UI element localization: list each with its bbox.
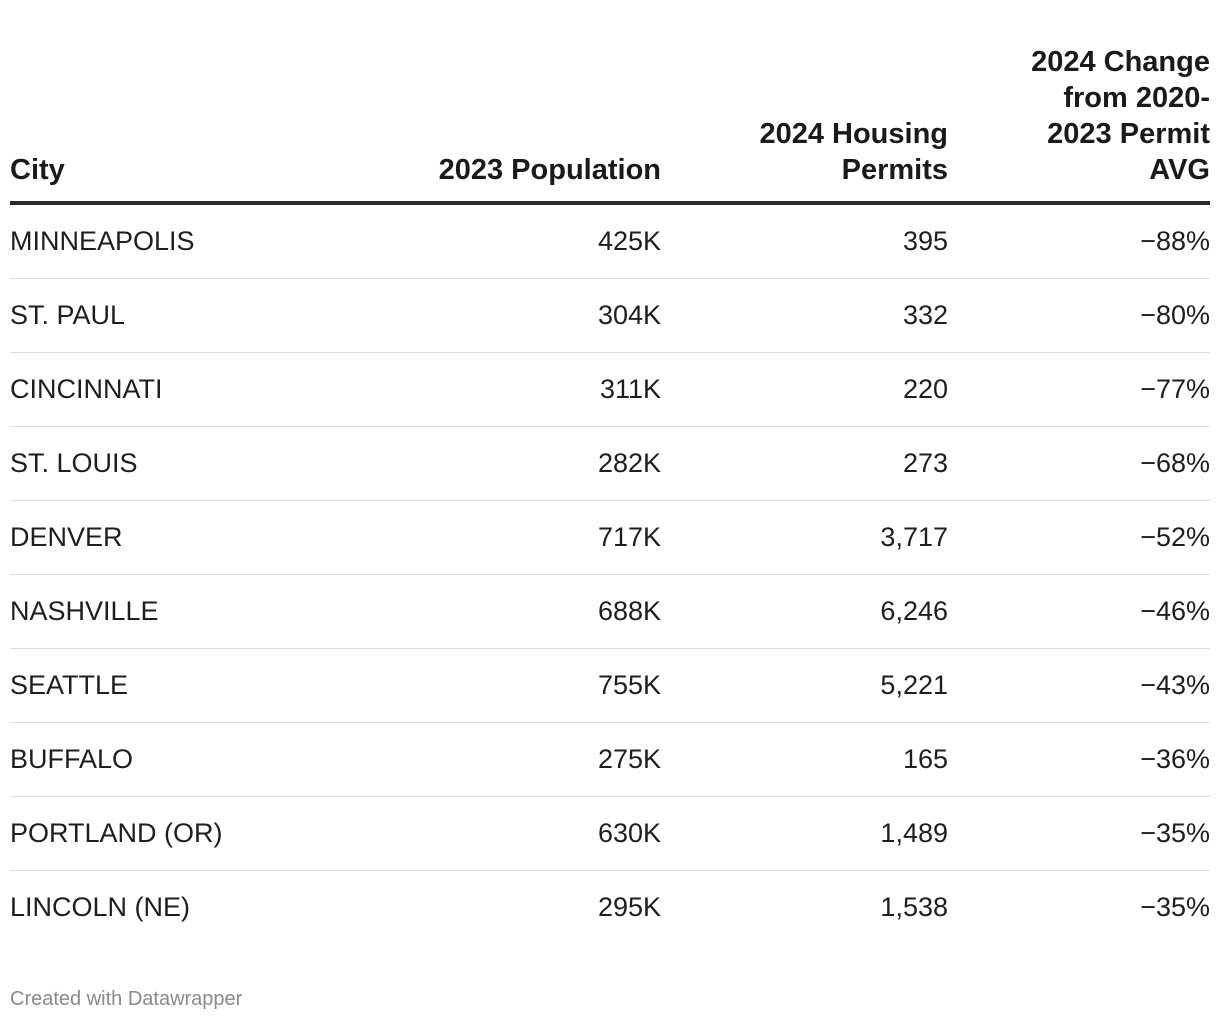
cell-permits: 395	[661, 203, 948, 279]
cell-change: −46%	[948, 574, 1210, 649]
cell-permits: 332	[661, 278, 948, 353]
cell-population: 630K	[350, 796, 661, 871]
cell-city: SEATTLE	[10, 648, 350, 723]
cell-population: 282K	[350, 426, 661, 501]
cell-city: BUFFALO	[10, 722, 350, 797]
column-header-change[interactable]: 2024 Change from 2020-2023 Permit AVG	[948, 44, 1210, 205]
table-row: BUFFALO 275K 165 −36%	[10, 722, 1210, 797]
cell-permits: 5,221	[661, 648, 948, 723]
cell-change: −43%	[948, 648, 1210, 723]
cell-change: −52%	[948, 500, 1210, 575]
cell-city: LINCOLN (NE)	[10, 892, 191, 922]
cell-change: −77%	[948, 352, 1210, 427]
table-row: SEATTLE 755K 5,221 −43%	[10, 648, 1210, 723]
cell-city: ST. PAUL	[10, 278, 350, 353]
column-header-label: 2023 Population	[438, 154, 661, 186]
cell-population: 311K	[350, 352, 661, 427]
datawrapper-credit: Created with Datawrapper	[10, 988, 243, 1010]
column-header-label: 2024 Change from 2020-2023 Permit AVG	[1031, 46, 1210, 186]
cell-population: 304K	[350, 278, 661, 353]
table-row: MINNEAPOLIS 425K 395 −88%	[10, 203, 1210, 279]
table-header-row: City 2023 Population 2024 Housing Permit…	[10, 44, 1210, 205]
table-row: DENVER 717K 3,717 −52%	[10, 500, 1210, 575]
cell-population: 295K	[597, 892, 661, 922]
cell-change: −88%	[948, 203, 1210, 279]
column-header-city[interactable]: City	[10, 44, 350, 205]
cell-population: 755K	[350, 648, 661, 723]
cell-permits: 6,246	[661, 574, 948, 649]
cell-permits: 1,489	[661, 796, 948, 871]
cell-permits: 1,538	[880, 892, 948, 922]
cell-population: 688K	[350, 574, 661, 649]
cell-city: PORTLAND (OR)	[10, 796, 350, 871]
data-table-container: City 2023 Population 2024 Housing Permit…	[10, 44, 1210, 944]
table-row: ST. PAUL 304K 332 −80%	[10, 278, 1210, 353]
cell-permits: 273	[661, 426, 948, 501]
table-body: MINNEAPOLIS 425K 395 −88% ST. PAUL 304K 332 −80…	[10, 203, 1210, 944]
column-header-permits[interactable]: 2024 Housing Permits	[661, 44, 948, 205]
table-row: CINCINNATI 311K 220 −77%	[10, 352, 1210, 427]
table-row: LINCOLN (NE) 295K 1,538 −35%	[10, 871, 1210, 945]
cell-change: −36%	[948, 722, 1210, 797]
table-row: PORTLAND (OR) 630K 1,489 −35%	[10, 796, 1210, 871]
column-header-population[interactable]: 2023 Population	[350, 44, 661, 205]
cell-permits: 3,717	[661, 500, 948, 575]
cell-city: CINCINNATI	[10, 352, 350, 427]
column-header-label: 2024 Housing Permits	[759, 118, 948, 186]
cell-population: 717K	[350, 500, 661, 575]
table-row: ST. LOUIS 282K 273 −68%	[10, 426, 1210, 501]
cell-change: −35%	[948, 796, 1210, 871]
cell-change: −68%	[948, 426, 1210, 501]
cell-city: ST. LOUIS	[10, 426, 350, 501]
column-header-label: City	[10, 154, 65, 186]
housing-permits-table: City 2023 Population 2024 Housing Permit…	[10, 44, 1210, 944]
cell-population: 425K	[350, 203, 661, 279]
cell-permits: 220	[661, 352, 948, 427]
cell-city: MINNEAPOLIS	[10, 203, 350, 279]
cell-population: 275K	[350, 722, 661, 797]
cell-city: DENVER	[10, 500, 350, 575]
table-row: NASHVILLE 688K 6,246 −46%	[10, 574, 1210, 649]
cell-permits: 165	[661, 722, 948, 797]
cell-change: −35%	[1140, 892, 1210, 922]
cell-city: NASHVILLE	[10, 574, 350, 649]
cell-change: −80%	[948, 278, 1210, 353]
